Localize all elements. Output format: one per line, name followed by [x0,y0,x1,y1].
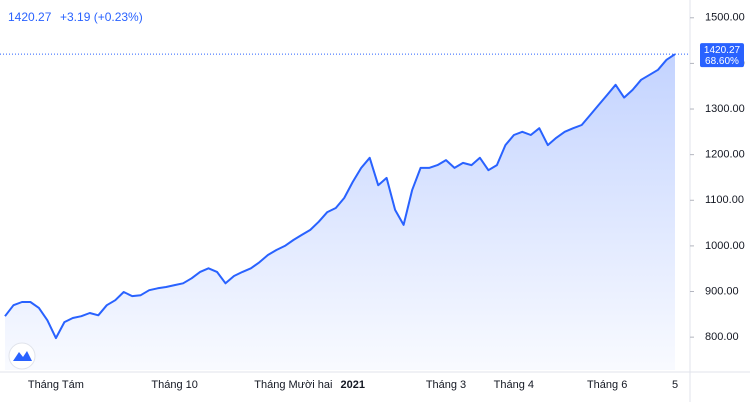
area-fill [5,54,675,370]
x-tick-label: 5 [672,379,678,391]
price-line [4,53,676,340]
header-change: +3.19 (+0.23%) [60,10,143,24]
x-tick-label: Tháng Mười hai [254,379,332,391]
y-tick-label: 1000.00 [705,240,745,252]
x-tick-label: Tháng Tám [28,379,84,391]
y-tick-label: 900.00 [705,285,739,297]
price-tag-percent: 68.60% [705,56,739,67]
header-price: 1420.27 [8,10,52,24]
price-tag [700,43,744,68]
price-tag-value: 1420.27 [704,45,741,56]
y-tick-label: 1200.00 [705,149,745,161]
y-tick-label: 1500.00 [705,12,745,24]
x-tick-label: Tháng 3 [426,379,466,391]
y-tick-label: 1100.00 [705,194,744,206]
x-tick-label: Tháng 10 [151,379,197,391]
x-tick-label: 2021 [340,379,364,391]
y-tick-label: 800.00 [705,331,739,343]
x-tick-label: Tháng 4 [494,379,534,391]
x-tick-label: Tháng 6 [587,379,627,391]
logo[interactable] [8,342,36,370]
y-tick-label: 1300.00 [705,103,745,115]
